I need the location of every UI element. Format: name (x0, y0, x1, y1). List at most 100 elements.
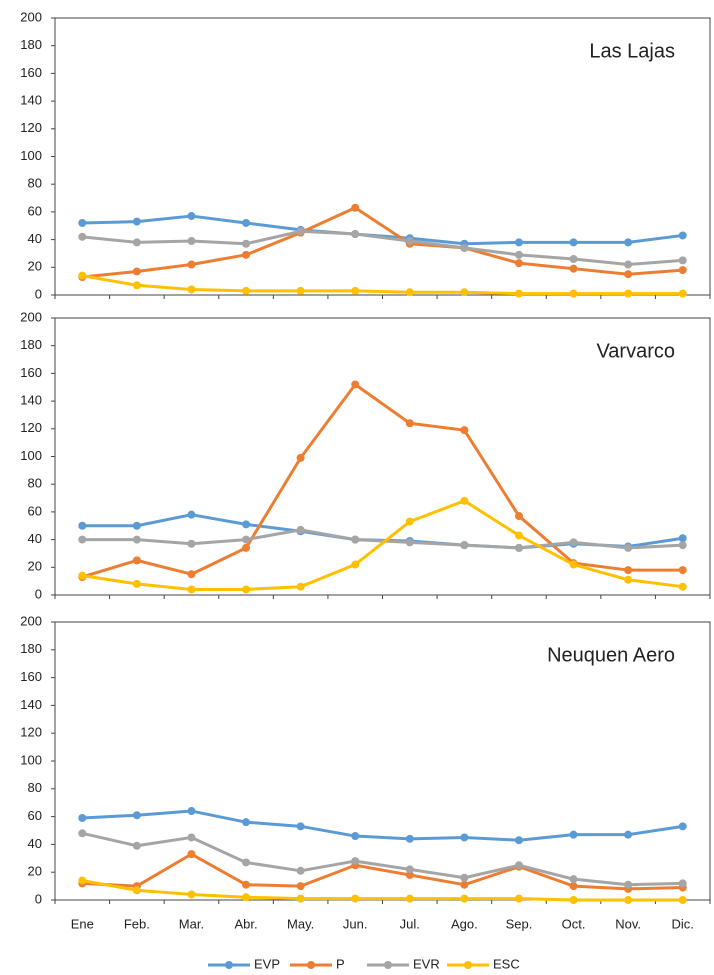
series-point (460, 873, 469, 882)
series-point (678, 879, 687, 888)
series-point (242, 239, 251, 248)
series-point (242, 218, 251, 227)
series-point (187, 570, 196, 579)
series-point (569, 538, 578, 547)
legend-label: EVP (254, 956, 280, 971)
y-tick-label: 100 (20, 148, 42, 163)
series-point (678, 566, 687, 575)
y-tick-label: 100 (20, 752, 42, 767)
series-point (405, 870, 414, 879)
series-point (242, 535, 251, 544)
series-point (624, 238, 633, 247)
series-point (624, 566, 633, 575)
series-point (460, 833, 469, 842)
y-tick-label: 160 (20, 65, 42, 80)
y-tick-label: 200 (20, 9, 42, 24)
y-tick-label: 160 (20, 669, 42, 684)
series-point (242, 880, 251, 889)
series-point (569, 875, 578, 884)
y-tick-label: 40 (28, 836, 42, 851)
series-point (242, 585, 251, 594)
legend-marker (225, 961, 233, 969)
series-point (569, 560, 578, 569)
series-point (624, 830, 633, 839)
x-tick-label: Nov. (615, 916, 641, 931)
series-point (460, 880, 469, 889)
series-point (132, 521, 141, 530)
series-point (296, 822, 305, 831)
series-point (78, 271, 87, 280)
series-point (296, 525, 305, 534)
series-point (460, 496, 469, 505)
series-point (624, 260, 633, 269)
series-point (569, 238, 578, 247)
series-point (132, 579, 141, 588)
series-line (81, 831, 683, 887)
series-point (351, 230, 360, 239)
series-point (187, 890, 196, 899)
legend-label: ESC (493, 956, 520, 971)
y-tick-label: 180 (20, 337, 42, 352)
y-tick-label: 180 (20, 641, 42, 656)
y-tick-label: 200 (20, 613, 42, 628)
series-point (678, 822, 687, 831)
series-point (132, 238, 141, 247)
series-line (82, 274, 683, 296)
y-tick-label: 60 (28, 203, 42, 218)
series-point (405, 894, 414, 903)
series-point (187, 260, 196, 269)
y-tick-label: 60 (28, 503, 42, 518)
series-point (296, 882, 305, 891)
series-point (187, 807, 196, 816)
series-point (132, 841, 141, 850)
y-tick-label: 160 (20, 365, 42, 380)
panel-title: Varvarco (596, 340, 675, 362)
series-line (82, 879, 683, 902)
series-point (351, 380, 360, 389)
y-tick-label: 80 (28, 476, 42, 491)
series-point (514, 259, 523, 268)
series-point (132, 556, 141, 565)
series-point (569, 896, 578, 904)
series-point (624, 543, 633, 552)
panel-title: Las Lajas (589, 40, 675, 62)
series-point (78, 829, 87, 838)
series-point (351, 203, 360, 212)
y-tick-label: 100 (20, 448, 42, 463)
x-tick-label: Oct. (562, 916, 586, 931)
x-tick-label: Ago. (451, 916, 478, 931)
panel-title: Neuquen Aero (547, 644, 675, 666)
series-point (187, 539, 196, 548)
series-point (460, 243, 469, 252)
y-tick-label: 120 (20, 725, 42, 740)
series-point (242, 250, 251, 259)
series-point (351, 560, 360, 569)
y-tick-label: 80 (28, 176, 42, 191)
y-tick-label: 180 (20, 37, 42, 52)
series-point (187, 236, 196, 245)
series-point (514, 543, 523, 552)
series-point (187, 285, 196, 294)
series-point (569, 254, 578, 263)
y-tick-label: 120 (20, 420, 42, 435)
series-point (514, 289, 523, 298)
series-point (296, 227, 305, 236)
series-line (82, 206, 683, 279)
x-tick-label: May. (287, 916, 314, 931)
series-point (624, 289, 633, 298)
series-point (296, 894, 305, 903)
y-tick-label: 80 (28, 780, 42, 795)
series-point (296, 582, 305, 591)
series-point (78, 813, 87, 822)
y-tick-label: 120 (20, 120, 42, 135)
series-line (81, 382, 683, 579)
series-point (678, 541, 687, 550)
series-point (242, 543, 251, 552)
series-point (242, 858, 251, 867)
series-point (460, 288, 469, 297)
series-point (187, 833, 196, 842)
series-point (405, 834, 414, 843)
series-line (82, 229, 683, 267)
series-point (78, 571, 87, 580)
series-point (405, 865, 414, 874)
